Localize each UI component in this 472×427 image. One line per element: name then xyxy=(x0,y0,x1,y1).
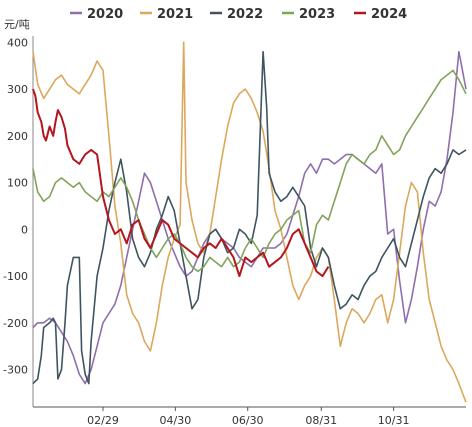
y-tick-label: 200 xyxy=(7,130,28,143)
series-line-2024 xyxy=(32,88,330,278)
series-lines xyxy=(32,41,467,403)
x-tick-label: 06/30 xyxy=(232,414,264,427)
x-tick-label: 10/31 xyxy=(378,414,410,427)
x-tick-label: 08/31 xyxy=(305,414,337,427)
y-tick-label: 100 xyxy=(7,177,28,190)
legend-label-2020: 2020 xyxy=(87,7,123,22)
chart-legend: 2020 2021 2022 2023 2024 xyxy=(70,7,407,22)
series-line-2023 xyxy=(32,69,467,273)
series-line-2022 xyxy=(32,50,467,385)
y-tick-label: -300 xyxy=(3,364,28,377)
legend-label-2021: 2021 xyxy=(157,7,193,22)
x-tick-label: 02/29 xyxy=(87,414,119,427)
legend-label-2023: 2023 xyxy=(299,7,335,22)
legend-label-2024: 2024 xyxy=(371,7,407,22)
x-tick-label: 04/30 xyxy=(160,414,192,427)
y-axis-label: 元/吨 xyxy=(4,18,30,31)
legend-label-2022: 2022 xyxy=(227,7,263,22)
y-tick-label: 300 xyxy=(7,83,28,96)
x-axis-ticks: 02/29 04/30 06/30 08/31 10/31 xyxy=(87,407,409,427)
y-tick-label: -200 xyxy=(3,317,28,330)
y-tick-label: -100 xyxy=(3,270,28,283)
series-line-2021 xyxy=(32,41,467,403)
y-axis-ticks: 400 300 200 100 0 -100 -200 -300 xyxy=(3,36,28,376)
series-line-2020 xyxy=(32,50,467,385)
y-tick-label: 0 xyxy=(21,223,28,236)
y-tick-label: 400 xyxy=(7,36,28,49)
